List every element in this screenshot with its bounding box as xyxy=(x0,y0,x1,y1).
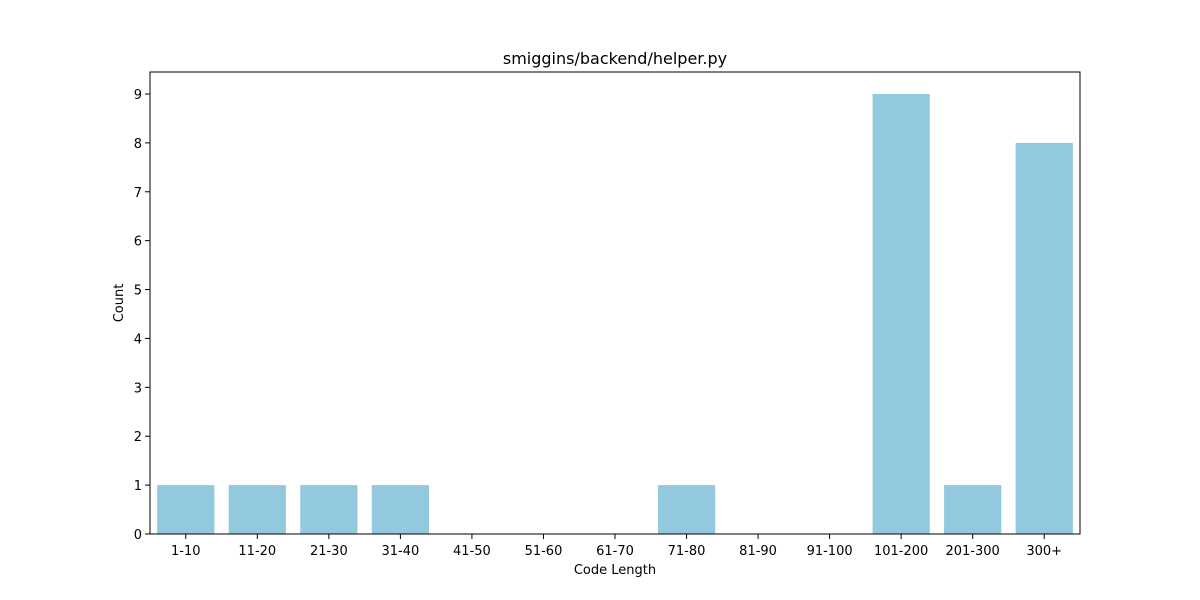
x-tick-label: 41-50 xyxy=(453,544,491,559)
bar-101-200 xyxy=(872,94,930,534)
y-tick-label: 2 xyxy=(134,430,142,445)
bar-11-20 xyxy=(228,485,286,534)
x-tick-label: 71-80 xyxy=(668,544,706,559)
bars-group xyxy=(157,94,1073,534)
x-tick-label: 21-30 xyxy=(310,544,348,559)
x-tick-label: 61-70 xyxy=(596,544,634,559)
y-tick-label: 1 xyxy=(134,479,142,494)
x-tick-label: 81-90 xyxy=(739,544,777,559)
x-tick-label: 1-10 xyxy=(171,544,201,559)
y-tick-label: 7 xyxy=(134,186,142,201)
y-tick-label: 3 xyxy=(134,381,142,396)
y-tick-label: 9 xyxy=(134,88,142,103)
x-axis-ticks: 1-10 11-20 21-30 31-40 41-50 51-60 61-70 71-80 8… xyxy=(171,534,1062,559)
x-tick-label: 201-300 xyxy=(946,544,1000,559)
x-tick-label: 91-100 xyxy=(807,544,853,559)
x-tick-label: 51-60 xyxy=(525,544,563,559)
x-tick-label: 101-200 xyxy=(874,544,928,559)
y-axis-label: Count xyxy=(112,284,127,323)
x-tick-label: 11-20 xyxy=(238,544,276,559)
bar-31-40 xyxy=(371,485,429,534)
y-axis-ticks: 0 1 2 3 4 5 6 7 8 9 xyxy=(134,88,150,543)
plot-frame xyxy=(149,71,1081,535)
x-axis-label: Code Length xyxy=(574,563,656,578)
bar-201-300 xyxy=(944,485,1002,534)
y-tick-label: 5 xyxy=(134,284,142,299)
y-tick-label: 8 xyxy=(134,137,142,152)
x-tick-label: 300+ xyxy=(1026,544,1062,559)
bar-300+ xyxy=(1015,142,1073,534)
y-tick-label: 4 xyxy=(134,332,142,347)
bar-21-30 xyxy=(300,485,358,534)
x-tick-label: 31-40 xyxy=(381,544,419,559)
y-tick-label: 0 xyxy=(134,528,142,543)
bar-71-80 xyxy=(657,485,716,534)
bar-1-10 xyxy=(157,485,215,534)
y-tick-label: 6 xyxy=(134,235,142,250)
chart-title: smiggins/backend/helper.py xyxy=(503,49,727,68)
